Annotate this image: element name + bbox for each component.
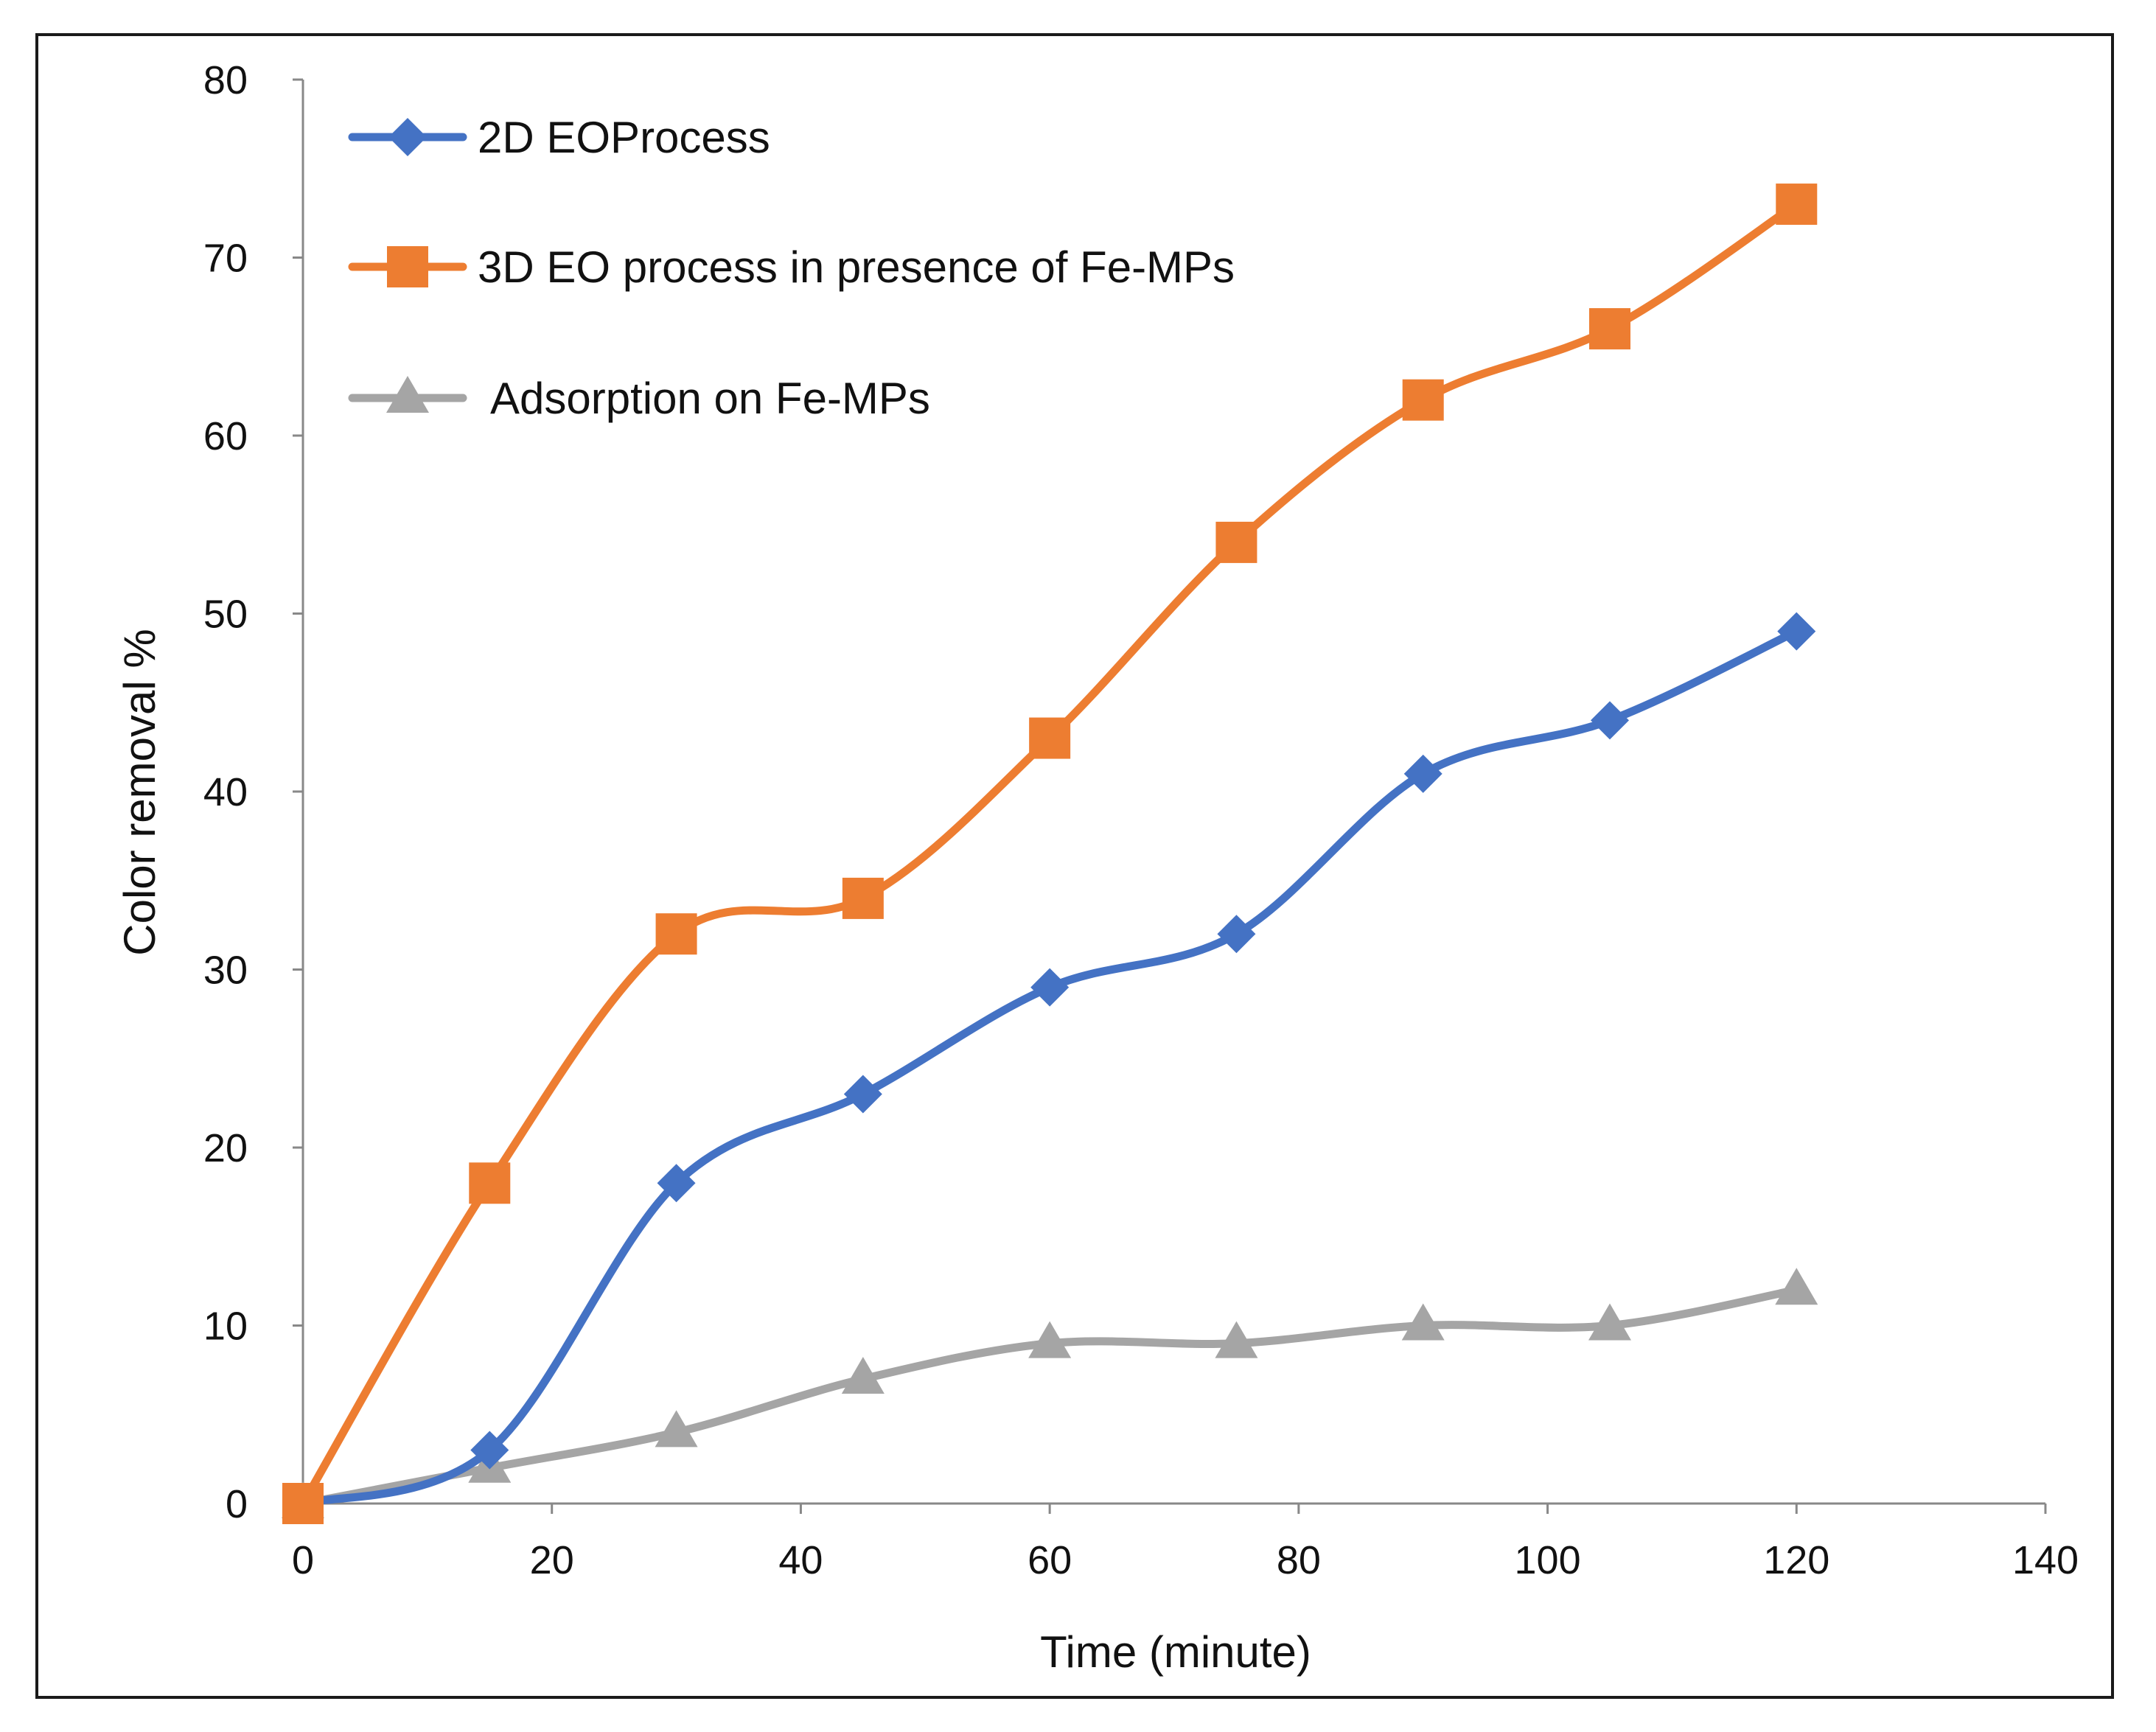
legend-label: 2D EOProcess (478, 113, 770, 162)
series-diamond (284, 612, 1816, 1523)
x-tick-label: 80 (1277, 1538, 1321, 1582)
data-point (655, 1410, 698, 1448)
legend-item: Adsorption on Fe-MPs (348, 374, 930, 423)
legend-marker (386, 376, 429, 413)
x-axis-title: Time (minute) (1040, 1627, 1311, 1677)
data-point (1775, 1268, 1818, 1305)
x-tick-label: 140 (2012, 1538, 2079, 1582)
data-point (842, 877, 884, 919)
data-point (282, 1483, 324, 1524)
x-axis-ticks: 0 20 40 60 80 100 120 140 (292, 1504, 2079, 1582)
x-tick-label: 0 (292, 1538, 314, 1582)
data-point (1589, 308, 1630, 350)
data-point (1777, 612, 1816, 651)
legend-label: 3D EO process in presence of Fe-MPs (478, 242, 1235, 292)
series-line (299, 200, 1801, 1508)
data-point (1591, 701, 1629, 740)
data-point (657, 1164, 696, 1203)
x-tick-label: 40 (778, 1538, 823, 1582)
y-tick-label: 60 (203, 414, 248, 458)
y-tick-label: 30 (203, 949, 248, 993)
y-tick-label: 40 (203, 770, 248, 814)
data-point (1588, 1303, 1631, 1341)
y-tick-label: 10 (203, 1305, 248, 1349)
data-point (1215, 521, 1257, 563)
series-line (299, 627, 1801, 1508)
data-point (1030, 968, 1070, 1007)
chart-frame (35, 33, 2114, 1699)
legend-marker (387, 246, 428, 287)
series-triangle (282, 1268, 1818, 1518)
data-point (1217, 915, 1256, 954)
data-point (1401, 1303, 1445, 1341)
legend-marker (388, 118, 427, 156)
data-point (1215, 1321, 1258, 1358)
data-point (843, 1075, 882, 1114)
y-tick-label: 50 (203, 593, 248, 637)
x-tick-label: 120 (1763, 1538, 1829, 1582)
y-axis-title: Color removal % (115, 629, 164, 955)
y-tick-label: 20 (203, 1126, 248, 1170)
data-point (1029, 717, 1071, 759)
y-tick-label: 80 (203, 58, 248, 102)
data-point (1403, 754, 1442, 793)
legend-item: 3D EO process in presence of Fe-MPs (348, 242, 1235, 292)
x-tick-label: 100 (1515, 1538, 1581, 1582)
y-tick-label: 70 (203, 237, 248, 281)
data-point (470, 1431, 509, 1470)
data-point (1776, 184, 1818, 226)
axes: 0 20 40 60 80 100 120 140 0 10 20 30 40 50 60 70 80 (203, 58, 2079, 1582)
legend-item: 2D EOProcess (348, 113, 770, 162)
series-layer (282, 184, 1818, 1524)
data-point (1402, 379, 1444, 421)
data-point (469, 1162, 511, 1204)
legend-label: Adsorption on Fe-MPs (490, 374, 930, 423)
x-tick-label: 60 (1028, 1538, 1072, 1582)
x-tick-label: 20 (530, 1538, 574, 1582)
y-axis-ticks: 0 10 20 30 40 50 60 70 80 (203, 58, 303, 1526)
data-point (1028, 1321, 1072, 1358)
y-tick-label: 0 (226, 1482, 248, 1526)
data-point (841, 1356, 885, 1394)
data-point (655, 913, 697, 955)
legend: 2D EOProcess 3D EO process in presence of… (348, 113, 1235, 423)
series-square (282, 184, 1818, 1524)
